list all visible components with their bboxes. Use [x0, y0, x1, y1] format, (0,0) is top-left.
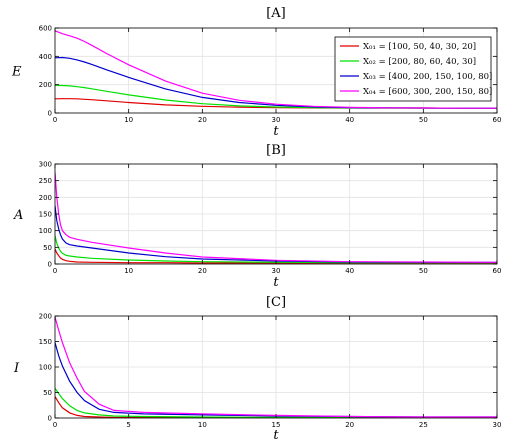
x-tick-label: 40: [345, 116, 354, 124]
y-tick-label: 200: [39, 313, 52, 321]
y-tick-label: 250: [39, 177, 52, 185]
x-tick-label: 25: [419, 421, 428, 429]
x-tick-label: 0: [53, 116, 57, 124]
x-tick-label: 40: [345, 267, 354, 275]
x-tick-label: 0: [53, 421, 57, 429]
x-tick-label: 30: [493, 421, 502, 429]
x-tick-label: 15: [272, 421, 281, 429]
series-line-1: [55, 235, 497, 264]
y-tick-label: 0: [48, 261, 52, 269]
x-axis-label: t: [273, 124, 279, 139]
y-tick-label: 50: [43, 244, 52, 252]
y-tick-label: 0: [48, 415, 52, 423]
panel-2: 0 5 10 15 20 25 30 0 50 100 150 200 [C] It: [13, 295, 501, 443]
legend-label: X₀₂ = [200, 80, 60, 40, 30]: [363, 57, 476, 67]
y-tick-label: 100: [39, 227, 52, 235]
panel-1: 0 10 20 30 40 50 60 0 50 100 150 200 250 300 [B] At: [13, 143, 501, 290]
y-tick-label: 50: [43, 389, 52, 397]
y-tick-label: 100: [39, 364, 52, 372]
y-tick-label: 600: [39, 25, 52, 33]
panel-title: [C]: [266, 295, 286, 310]
y-tick-label: 200: [39, 194, 52, 202]
x-axis-label: t: [273, 428, 279, 443]
series-line-3: [55, 172, 497, 263]
y-axis-label: E: [11, 65, 22, 80]
legend: X₀₁ = [100, 50, 40, 30, 20] X₀₂ = [200, 8…: [334, 36, 492, 102]
series-line-3: [55, 30, 497, 109]
x-tick-label: 5: [126, 421, 130, 429]
series-line-1: [55, 388, 497, 418]
x-tick-label: 60: [493, 267, 502, 275]
x-tick-label: 10: [124, 267, 133, 275]
y-tick-label: 0: [48, 110, 52, 118]
x-tick-label: 10: [198, 421, 207, 429]
x-tick-label: 30: [272, 116, 281, 124]
x-tick-label: 30: [272, 267, 281, 275]
series-line-3: [55, 316, 497, 418]
x-tick-label: 20: [198, 116, 207, 124]
y-tick-label: 400: [39, 53, 52, 61]
x-tick-label: 20: [198, 267, 207, 275]
y-axis-label: A: [13, 208, 23, 223]
y-tick-label: 150: [39, 211, 52, 219]
legend-label: X₀₃ = [400, 200, 150, 100, 80]: [363, 72, 492, 82]
y-tick-label: 200: [39, 81, 52, 89]
legend-box: [334, 36, 492, 102]
x-tick-label: 10: [124, 116, 133, 124]
x-tick-label: 60: [493, 116, 502, 124]
y-tick-label: 150: [39, 338, 52, 346]
x-tick-label: 0: [53, 267, 57, 275]
x-tick-label: 50: [419, 116, 428, 124]
y-axis-label: I: [13, 361, 20, 376]
legend-label: X₀₁ = [100, 50, 40, 30, 20]: [363, 42, 476, 52]
panel-title: [B]: [266, 143, 286, 158]
y-tick-label: 300: [39, 161, 52, 169]
x-axis-label: t: [273, 275, 279, 290]
legend-label: X₀₄ = [600, 300, 200, 150, 80]: [363, 87, 492, 97]
x-tick-label: 20: [345, 421, 354, 429]
panel-title: [A]: [266, 6, 286, 21]
x-tick-label: 50: [419, 267, 428, 275]
